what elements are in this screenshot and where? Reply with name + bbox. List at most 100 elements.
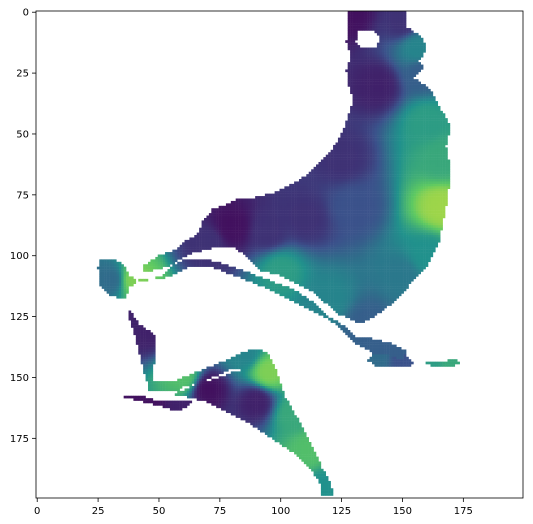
heatmap-cell <box>323 205 327 209</box>
heatmap-cell <box>372 132 375 136</box>
heatmap-cell <box>333 237 336 241</box>
heatmap-cell <box>372 188 375 192</box>
heatmap-cell <box>410 188 414 192</box>
heatmap-cell <box>228 208 232 211</box>
heatmap-cell <box>367 164 370 168</box>
heatmap-cell <box>415 64 419 68</box>
heatmap-cell <box>325 203 329 207</box>
heatmap-cell <box>369 196 373 199</box>
heatmap-cell <box>333 169 336 172</box>
heatmap-cell <box>354 135 358 138</box>
heatmap-cell <box>410 84 414 87</box>
heatmap-cell <box>415 188 419 192</box>
heatmap-cell <box>306 183 309 187</box>
heatmap-cell <box>425 152 429 155</box>
heatmap-cell <box>347 42 351 46</box>
heatmap-cell <box>440 123 443 126</box>
heatmap-cell <box>359 237 363 241</box>
heatmap-cell <box>230 242 234 246</box>
heatmap-cell <box>374 49 378 53</box>
heatmap-cell <box>372 59 375 63</box>
heatmap-cell <box>333 230 336 233</box>
heatmap-cell <box>406 191 409 194</box>
heatmap-cell <box>238 203 241 207</box>
heatmap-cell <box>398 20 402 24</box>
heatmap-cell <box>442 147 446 151</box>
heatmap-cell <box>374 67 378 70</box>
heatmap-cell <box>359 196 363 199</box>
heatmap-cell <box>350 81 353 85</box>
heatmap-cell <box>406 135 409 138</box>
heatmap-cell <box>391 86 395 90</box>
heatmap-cell <box>374 135 378 138</box>
heatmap-cell <box>435 179 439 182</box>
heatmap-cell <box>372 142 375 146</box>
heatmap-cell <box>296 225 300 228</box>
heatmap-cell <box>401 171 404 175</box>
heatmap-cell <box>330 230 334 233</box>
heatmap-cell <box>379 47 383 51</box>
heatmap-cell <box>367 62 370 65</box>
heatmap-cell <box>398 74 402 77</box>
heatmap-cell <box>347 37 351 41</box>
heatmap-cell <box>403 88 407 92</box>
heatmap-cell <box>420 88 424 92</box>
heatmap-cell <box>396 120 400 124</box>
heatmap-cell <box>428 127 431 131</box>
heatmap-cell <box>350 13 353 17</box>
heatmap-cell <box>223 237 227 241</box>
heatmap-cell <box>274 235 278 238</box>
heatmap-cell <box>406 84 409 87</box>
heatmap-cell <box>398 152 402 155</box>
heatmap-cell <box>396 135 400 138</box>
heatmap-cell <box>393 91 397 95</box>
heatmap-cell <box>391 191 395 194</box>
heatmap-cell <box>393 28 397 31</box>
heatmap-cell <box>379 174 383 177</box>
heatmap-cell <box>211 215 215 219</box>
heatmap-cell <box>374 130 378 133</box>
heatmap-cell <box>396 161 400 165</box>
heatmap-cell <box>428 225 431 228</box>
heatmap-cell <box>337 242 341 246</box>
heatmap-cell <box>337 235 341 238</box>
heatmap-cell <box>415 137 419 141</box>
heatmap-cell <box>345 181 348 185</box>
heatmap-cell <box>389 69 392 73</box>
heatmap-cell <box>396 191 400 194</box>
heatmap-cell <box>296 196 300 199</box>
heatmap-cell <box>406 183 409 187</box>
heatmap-cell <box>440 205 443 209</box>
heatmap-cell <box>447 186 451 190</box>
heatmap-cell <box>384 67 387 70</box>
heatmap-cell <box>208 232 212 236</box>
heatmap-cell <box>347 32 351 36</box>
heatmap-cell <box>303 239 307 243</box>
heatmap-cell <box>374 222 378 226</box>
heatmap-cell <box>252 242 256 246</box>
heatmap-cell <box>362 147 365 151</box>
heatmap-cell <box>369 86 373 90</box>
heatmap-cell <box>398 115 402 119</box>
heatmap-cell <box>359 18 363 21</box>
heatmap-cell <box>298 244 302 248</box>
heatmap-cell <box>296 198 300 202</box>
heatmap-cell <box>410 198 414 202</box>
heatmap-cell <box>362 115 365 119</box>
heatmap-cell <box>369 96 373 99</box>
heatmap-cell <box>325 174 329 177</box>
heatmap-cell <box>269 237 273 241</box>
heatmap-cell <box>410 186 414 190</box>
heatmap-cell <box>352 135 356 138</box>
heatmap-cell <box>389 166 392 170</box>
heatmap-cell <box>364 18 368 21</box>
heatmap-cell <box>428 198 431 202</box>
heatmap-cell <box>408 30 412 34</box>
heatmap-cell <box>398 130 402 133</box>
heatmap-cell <box>379 54 383 58</box>
heatmap-cell <box>262 235 266 238</box>
heatmap-cell <box>376 108 380 112</box>
heatmap-cell <box>432 183 436 187</box>
heatmap-cell <box>284 244 288 248</box>
heatmap-cell <box>359 217 363 221</box>
